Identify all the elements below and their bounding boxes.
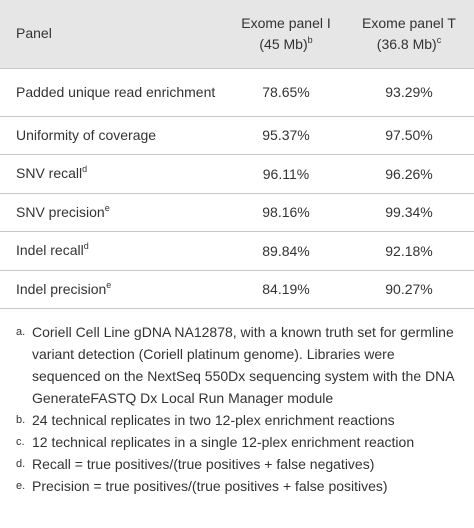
row-label: Padded unique read enrichment: [0, 68, 228, 117]
row-label: SNV precisione: [0, 193, 228, 232]
table-row: SNV recalld 96.11% 96.26%: [0, 154, 474, 194]
footnote-text: Coriell Cell Line gDNA NA12878, with a k…: [32, 324, 454, 406]
footnote-marker: d.: [16, 458, 26, 470]
table-row: Indel precisione 84.19% 90.27%: [0, 270, 474, 309]
footnote-marker: b.: [16, 414, 26, 426]
label-text: Indel precision: [16, 280, 107, 297]
value-cell: 96.26%: [344, 154, 474, 194]
column-size: (36.8 Mb)c: [344, 34, 474, 55]
table-row: Indel recalld 89.84% 92.18%: [0, 231, 474, 271]
size-text: (36.8 Mb): [376, 35, 437, 52]
label-text: Padded unique read enrichment: [16, 83, 216, 100]
footnote-text: 24 technical replicates in two 12-plex e…: [32, 412, 395, 428]
footnote: e. Precision = true positives/(true posit…: [16, 475, 460, 497]
row-label: SNV recalld: [0, 154, 228, 194]
results-table: Panel Exome panel I (45 Mb)b Exome panel T…: [0, 0, 474, 309]
footnote: c. 12 technical replicates in a single 12…: [16, 431, 460, 453]
value-cell: 96.11%: [228, 154, 344, 194]
size-text: (45 Mb): [259, 35, 308, 52]
footnote-ref: b: [307, 34, 313, 45]
footnote-marker: c.: [16, 436, 25, 448]
label-text: Indel recall: [16, 242, 84, 259]
footnote-text: Recall = true positives/(true positives …: [32, 456, 375, 472]
value-cell: 98.16%: [228, 193, 344, 232]
header-row: Panel Exome panel I (45 Mb)b Exome panel T…: [0, 0, 474, 69]
row-label: Indel recalld: [0, 231, 228, 271]
value-cell: 78.65%: [228, 68, 344, 117]
value-cell: 90.27%: [344, 270, 474, 309]
footnote-ref: c: [436, 34, 442, 45]
footnote-ref: d: [83, 241, 89, 252]
footnote-marker: a.: [16, 326, 26, 338]
footnote-ref: e: [106, 279, 112, 290]
table-row: SNV precisione 98.16% 99.34%: [0, 193, 474, 232]
footnote-marker: e.: [16, 480, 26, 492]
table-body: Padded unique read enrichment 78.65% 93.29…: [0, 68, 474, 309]
footnote: d. Recall = true positives/(true positive…: [16, 453, 460, 475]
value-cell: 93.29%: [344, 68, 474, 117]
footnote: b. 24 technical replicates in two 12-plex…: [16, 409, 460, 431]
value-cell: 97.50%: [344, 116, 474, 155]
footnote-ref: d: [82, 164, 88, 175]
value-cell: 89.84%: [228, 231, 344, 271]
value-cell: 99.34%: [344, 193, 474, 232]
column-size: (45 Mb)b: [228, 34, 344, 55]
footnote-text: 12 technical replicates in a single 12-p…: [32, 434, 415, 450]
row-label: Indel precisione: [0, 270, 228, 309]
row-label: Uniformity of coverage: [0, 116, 228, 155]
label-text: Uniformity of coverage: [16, 126, 157, 143]
footnote-text: Precision = true positives/(true positiv…: [32, 478, 388, 494]
table-row: Padded unique read enrichment 78.65% 93.29…: [0, 68, 474, 117]
header-cell: Panel: [0, 0, 228, 69]
value-cell: 95.37%: [228, 116, 344, 155]
footnotes: a. Coriell Cell Line gDNA NA12878, with a…: [0, 309, 474, 497]
column-title: Exome panel T: [362, 14, 456, 31]
value-cell: 92.18%: [344, 231, 474, 271]
label-text: SNV precision: [16, 203, 105, 220]
header-cell: Exome panel I (45 Mb)b: [228, 0, 344, 69]
column-title: Exome panel I: [241, 14, 331, 31]
label-text: SNV recall: [16, 165, 83, 182]
header-cell: Exome panel T (36.8 Mb)c: [344, 0, 474, 69]
footnote-ref: e: [104, 202, 110, 213]
value-cell: 84.19%: [228, 270, 344, 309]
footnote: a. Coriell Cell Line gDNA NA12878, with a…: [16, 321, 460, 409]
table-row: Uniformity of coverage 95.37% 97.50%: [0, 116, 474, 155]
